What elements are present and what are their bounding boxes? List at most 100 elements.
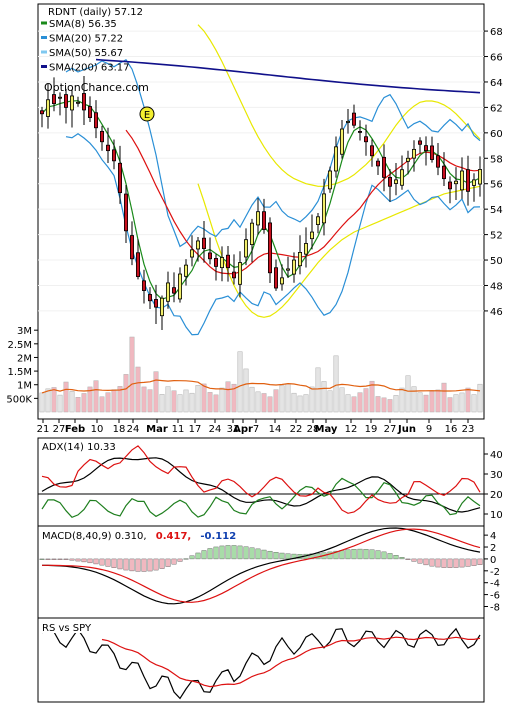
volume-bar [279, 385, 285, 413]
candle-body [477, 169, 482, 185]
candle-body [46, 99, 51, 117]
price-tick-label: 56 [490, 180, 503, 191]
volume-bar [399, 387, 405, 413]
date-tick-label: 31 [227, 424, 240, 435]
macd-hist-bar [375, 550, 381, 560]
macd-hist-bar [453, 558, 459, 568]
macd-hist-bar [387, 553, 393, 560]
macd-hist-bar [339, 550, 345, 560]
date-tick-label: May [315, 424, 338, 435]
volume-tick-label: 1.5M [7, 367, 32, 378]
candle-body [309, 231, 314, 240]
date-tick-label: Mar [146, 424, 168, 435]
candle-body [333, 146, 338, 172]
volume-bar [219, 387, 225, 413]
price-tick-label: 50 [490, 256, 503, 267]
date-tick-label: 21 [37, 424, 50, 435]
volume-bar [231, 383, 237, 413]
date-tick-label: 27 [384, 424, 397, 435]
volume-bar [69, 391, 75, 413]
candle-body [201, 237, 206, 249]
price-tick-label: 52 [490, 231, 503, 242]
date-tick-label: Jun [397, 424, 416, 435]
candle-body [297, 252, 302, 267]
candle-body [465, 169, 470, 192]
volume-bar [327, 390, 333, 413]
candle-body [369, 145, 374, 157]
date-tick-label: 24 [209, 424, 222, 435]
price-panel-frame [37, 3, 485, 420]
rs-label-bg [41, 621, 109, 633]
candle-body [213, 258, 218, 267]
candle-body [88, 106, 93, 118]
candle-body [345, 120, 350, 123]
candle-body [267, 222, 272, 274]
date-tick-label: 17 [189, 424, 202, 435]
macd-hist-bar [231, 545, 237, 560]
macd-hist-bar [45, 558, 51, 560]
volume-bar [435, 389, 441, 413]
macd-hist-bar [201, 550, 207, 560]
volume-tick-label: 3M [17, 326, 32, 337]
macd-tick-label: -2 [490, 567, 500, 578]
macd-hist-bar [171, 558, 177, 565]
volume-bar [237, 351, 243, 413]
date-tick-label: 14 [269, 424, 282, 435]
candle-body [135, 252, 140, 277]
adx-label-bg [41, 440, 125, 452]
macd-hist-bar [189, 555, 195, 560]
macd-hist-bar [213, 546, 219, 560]
adx-label: ADX(14) 10.33 [42, 442, 116, 453]
volume-bar [243, 368, 249, 413]
macd-hist-bar [447, 558, 453, 568]
candle-body [387, 176, 392, 187]
candle-body [285, 268, 290, 271]
candle-body [183, 264, 188, 277]
volume-bar [339, 387, 345, 413]
candle-body [399, 169, 404, 186]
candle-body [351, 112, 356, 126]
adx-line [41, 457, 481, 513]
macd-hist-bar [381, 551, 387, 560]
macd-hist-bar [159, 558, 165, 569]
macd-tick-label: -8 [490, 602, 500, 613]
candle-body [195, 240, 200, 250]
candle-body [381, 156, 386, 178]
candle-body [231, 271, 236, 279]
bollinger-lower-line [197, 183, 481, 318]
candle-body [243, 239, 248, 258]
volume-bar [423, 394, 429, 413]
volume-bar [417, 392, 423, 413]
legend: RDNT (daily) 57.12 SMA(8) 56.35 SMA(20) 5… [41, 7, 149, 94]
macd-hist-bar [261, 549, 267, 560]
macd-hist-bar [435, 558, 441, 568]
rs-label: RS vs SPY [42, 623, 92, 634]
volume-bar [405, 375, 411, 413]
candle-body [58, 96, 63, 99]
volume-bar [135, 366, 141, 413]
candle-body [124, 193, 129, 232]
macd-hist-bar [105, 558, 111, 567]
macd-hist-bar [243, 546, 249, 560]
candle-body [82, 93, 87, 111]
macd-tick-label: 4 [490, 531, 496, 542]
adx-axis: 40 30 20 10 [484, 450, 503, 521]
candle-body [273, 267, 278, 289]
volume-axis: 3M 2.5M 2M 1.5M 1M 500K [6, 326, 38, 405]
macd-hist-bar [123, 558, 129, 571]
macd-hist-bar [153, 558, 159, 571]
volume-bar [477, 383, 483, 413]
macd-hist-bar [141, 558, 147, 572]
volume-bar [387, 399, 393, 413]
date-tick-label: 27 [53, 424, 66, 435]
macd-hist-bar [429, 558, 435, 567]
macd-hist-bar [333, 550, 339, 560]
price-tick-label: 54 [490, 205, 503, 216]
date-tick-label: 9 [426, 424, 432, 435]
macd-axis: 420-2-4-6-8 [484, 531, 500, 613]
date-tick-label: 23 [462, 424, 475, 435]
volume-bar [465, 387, 471, 413]
volume-bar [147, 389, 153, 413]
macd-label-signal: -0.112 [200, 531, 236, 542]
